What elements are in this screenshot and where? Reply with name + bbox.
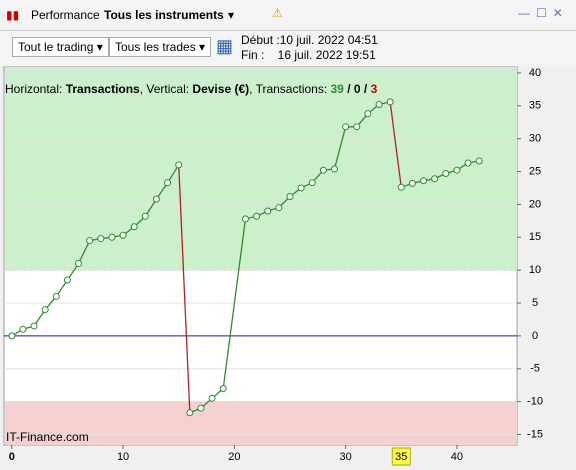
t: 39 (330, 82, 344, 96)
point (208, 394, 216, 402)
x-tick-label: 40 (451, 451, 463, 463)
y-tick-label: 0 (532, 330, 538, 342)
point (108, 233, 116, 241)
y-tick-label: 20 (529, 198, 541, 210)
t: / (343, 82, 354, 96)
x-tick-label: 20 (228, 451, 240, 463)
x-tick-label: 30 (340, 451, 352, 463)
watermark: IT-Finance.com (6, 430, 89, 444)
point (386, 98, 394, 106)
y-tick-label: 5 (532, 297, 538, 309)
point (342, 123, 350, 131)
t: Horizontal: (5, 82, 66, 96)
point (197, 404, 205, 412)
point (319, 166, 327, 174)
y-tick-label: 40 (529, 67, 541, 79)
point (175, 161, 183, 169)
t: Devise (€) (192, 82, 250, 96)
chart-header: Horizontal: Transactions, Vertical: Devi… (5, 68, 377, 96)
y-tick-label: 25 (529, 165, 541, 177)
point (97, 235, 105, 243)
point (431, 175, 439, 183)
toolbar: Tout le trading ▾ Tous les trades ▾ ▦ Dé… (0, 31, 576, 66)
t: Transactions (65, 82, 140, 96)
point (141, 212, 149, 220)
y-tick-label: -10 (527, 396, 543, 408)
point (63, 276, 71, 284)
title-bar: ▮▮ Performance Tous les instruments ▾ ⚠ … (0, 0, 576, 31)
t: 0 (353, 82, 361, 96)
point (442, 169, 450, 177)
trades-select[interactable]: Tous les trades ▾ (109, 37, 212, 57)
y-tick-label: 15 (529, 231, 541, 243)
window-controls[interactable]: —☐✕ (518, 6, 569, 20)
chart: IT-Finance.com 4035302520151050-5-10-150… (3, 66, 543, 466)
point (275, 204, 283, 212)
instrument-menu[interactable]: Tous les instruments (104, 8, 224, 22)
point (241, 215, 249, 223)
line-segment (389, 101, 402, 188)
point (408, 179, 416, 187)
line-segment (333, 126, 347, 170)
label: Tous les trades (115, 40, 196, 54)
point (8, 332, 16, 340)
icon: ▮▮ (6, 8, 20, 22)
point (353, 123, 361, 131)
point (119, 231, 127, 239)
t: , Transactions: (249, 82, 331, 96)
t: , Vertical: (139, 82, 193, 96)
x-tick-label: 0 (9, 451, 15, 463)
x-highlight-box (391, 447, 411, 466)
point (75, 260, 83, 268)
y-tick-label: 35 (529, 100, 541, 112)
point (375, 100, 383, 108)
point (286, 193, 294, 201)
y-tick-label: 10 (529, 264, 541, 276)
y-tick-label: 30 (529, 133, 541, 145)
point (30, 322, 38, 330)
point (164, 179, 172, 187)
point (130, 223, 138, 231)
point (253, 212, 261, 220)
zone (5, 67, 517, 271)
y-tick-label: -15 (527, 428, 543, 440)
point (186, 409, 194, 417)
t: / (360, 82, 371, 96)
point (475, 157, 483, 165)
point (420, 177, 428, 185)
line-segment (178, 164, 191, 413)
x-tick-label: 10 (117, 451, 129, 463)
point (331, 165, 339, 173)
t: 3 (370, 82, 378, 96)
calendar-icon[interactable]: ▦ (216, 36, 234, 56)
trading-select[interactable]: Tout le trading ▾ (12, 37, 109, 57)
end-date: Fin : 16 juil. 2022 19:51 (241, 48, 376, 62)
warning[interactable]: ⚠ (272, 6, 283, 20)
point (464, 159, 472, 167)
zone (5, 401, 517, 445)
dropdown-arrow: ▾ (228, 8, 235, 22)
point (264, 207, 272, 215)
point (219, 384, 227, 392)
start-date: Début :10 juil. 2022 04:51 (241, 33, 378, 47)
x-highlight-label: 35 (395, 451, 407, 463)
label: Tout le trading (18, 40, 94, 54)
point (308, 179, 316, 187)
line-segment (77, 240, 91, 264)
point (364, 110, 372, 118)
point (297, 184, 305, 192)
tab[interactable]: Performance (31, 8, 100, 22)
point (41, 306, 49, 314)
point (86, 237, 94, 245)
line-segment (222, 218, 247, 389)
point (397, 183, 405, 191)
point (453, 166, 461, 174)
point (19, 325, 27, 333)
y-tick-label: -5 (530, 363, 540, 375)
point (52, 292, 60, 300)
point (152, 195, 160, 203)
